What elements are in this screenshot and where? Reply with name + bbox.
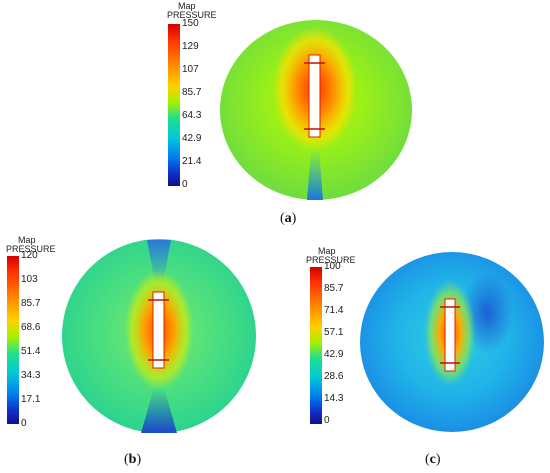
legend-tick-b-6: 17.1	[21, 394, 41, 405]
low-pressure-bottom-b	[141, 388, 177, 433]
pressure-map-c	[360, 252, 544, 432]
legend-title-line1-b: Map	[18, 235, 36, 245]
legend-title-line2-a: PRESSURE	[167, 10, 217, 20]
legend-tick-c-7: 0	[324, 415, 330, 426]
low-pressure-tail-a	[307, 149, 323, 200]
fracture-slot-b	[152, 291, 165, 369]
legend-colorbar-c	[310, 267, 322, 424]
legend-tick-a-2: 107	[182, 64, 199, 75]
legend-tick-b-4: 51.4	[21, 346, 41, 357]
legend-tick-a-7: 0	[182, 179, 188, 190]
legend-tick-c-6: 14.3	[324, 393, 344, 404]
legend-tick-c-0: 100	[324, 261, 341, 272]
legend-title-line2-c: PRESSURE	[306, 255, 356, 265]
pressure-map-b	[62, 239, 256, 433]
legend-tick-b-2: 85.7	[21, 298, 41, 309]
legend-title-line1-c: Map	[318, 246, 336, 256]
caption-c: (c)	[425, 452, 441, 467]
fracture-slot-c	[444, 298, 456, 372]
fracture-slot-a	[308, 54, 321, 138]
legend-tick-b-3: 68.6	[21, 322, 41, 333]
legend-tick-b-1: 103	[21, 274, 38, 285]
legend-tick-b-5: 34.3	[21, 370, 41, 381]
legend-colorbar-a	[168, 24, 180, 186]
legend-tick-b-7: 0	[21, 418, 27, 429]
pressure-map-a	[220, 20, 412, 200]
legend-tick-c-2: 71.4	[324, 305, 344, 316]
legend-tick-a-3: 85.7	[182, 87, 202, 98]
legend-tick-c-5: 28.6	[324, 371, 344, 382]
legend-tick-c-4: 42.9	[324, 349, 344, 360]
legend-tick-a-6: 21.4	[182, 156, 202, 167]
legend-title-line2-b: PRESSURE	[6, 244, 56, 254]
legend-tick-c-3: 57.1	[324, 327, 344, 338]
legend-colorbar-b	[7, 256, 19, 424]
caption-a: (a)	[280, 211, 297, 226]
legend-tick-c-1: 85.7	[324, 283, 344, 294]
legend-title-line1-a: Map	[178, 1, 196, 11]
legend-tick-a-0: 150	[182, 18, 199, 29]
caption-b: (b)	[124, 452, 142, 467]
legend-tick-b-0: 120	[21, 250, 38, 261]
legend-tick-a-5: 42.9	[182, 133, 202, 144]
legend-tick-a-4: 64.3	[182, 110, 202, 121]
legend-tick-a-1: 129	[182, 41, 199, 52]
